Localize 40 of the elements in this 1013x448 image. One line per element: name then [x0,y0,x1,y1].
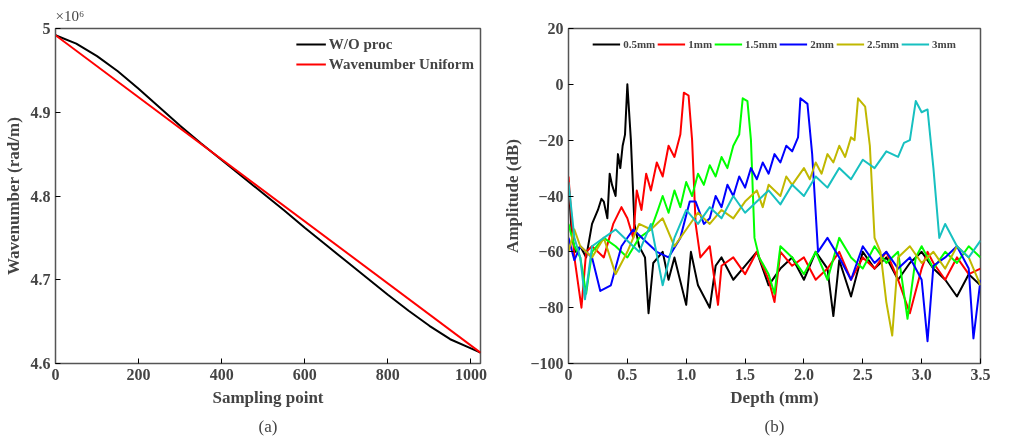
legend-label: 2.5mm [866,38,900,50]
y-tick-label: 4.8 [30,187,51,205]
x-tick-label: 2.5 [852,365,873,383]
x-tick-label: 0.5 [617,365,638,383]
x-tick-label: 400 [209,365,234,383]
legend-label: 0.5mm [623,38,656,50]
y-tick-label: 4.6 [30,355,51,372]
x-tick-label: 600 [292,365,317,383]
y-axis-title: Wavenumber (rad/m) [3,117,23,276]
x-axis-title: Depth (mm) [730,387,819,407]
text: ×10⁶ [55,7,85,24]
y-tick-label: 4.9 [30,103,51,121]
x-tick-label: 800 [375,365,400,383]
y-tick-label: −20 [538,131,564,149]
x-tick-label: 200 [126,365,151,383]
legend-label: 1mm [688,38,713,50]
legend-label: Wavenumber Uniform [328,55,474,73]
text: (a) [258,416,278,436]
legend-label: 2mm [810,38,834,50]
x-tick-label: 1.0 [676,365,697,383]
legend-label: W/O proc [328,35,393,53]
y-tick-label: −80 [538,299,564,317]
x-axis-title: Sampling point [212,387,324,407]
y-tick-label: −40 [538,187,564,205]
y-tick-label: −100 [530,355,564,372]
x-tick-label: 1.5 [735,365,756,383]
x-tick-label: 2.0 [793,365,814,383]
y-tick-label: 5 [42,20,51,37]
text: (b) [764,416,785,436]
y-tick-label: 0 [555,75,564,93]
legend-label: 3mm [932,38,956,50]
x-tick-label: 3.5 [970,365,991,383]
y-tick-label: −60 [538,243,564,261]
y-tick-label: 20 [547,20,564,37]
y-axis-title: Amplitude (dB) [503,139,523,253]
x-tick-label: 1000 [454,365,487,383]
line-series [55,34,481,354]
y-tick-label: 4.7 [30,271,51,289]
legend-label: 1.5mm [745,38,778,50]
x-tick-label: 3.0 [911,365,932,383]
